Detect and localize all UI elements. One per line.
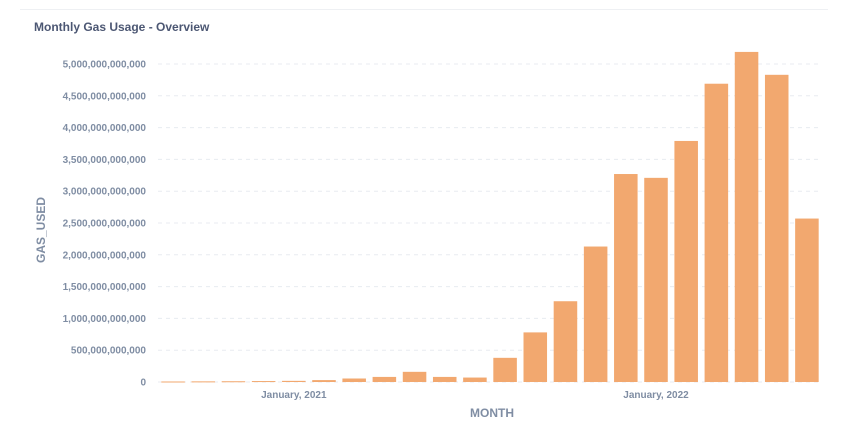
y-tick-label: 0: [140, 378, 146, 389]
bar-2021-12[interactable]: [614, 174, 638, 382]
y-tick-label: 1,000,000,000,000: [63, 314, 147, 325]
y-tick-label: 1,500,000,000,000: [63, 282, 147, 293]
bars: [161, 51, 819, 383]
y-tick-label: 4,500,000,000,000: [63, 91, 147, 102]
y-tick-label: 5,000,000,000,000: [63, 60, 147, 71]
y-axis-ticks: 0 500,000,000,000 1,000,000,000,000 1,500,0…: [63, 60, 147, 389]
bar-2021-02[interactable]: [312, 380, 336, 382]
bar-2022-02[interactable]: [674, 140, 698, 382]
x-axis-ticks: January, 2021 January, 2022: [261, 390, 689, 401]
x-axis-title: MONTH: [470, 406, 514, 420]
bar-2021-05[interactable]: [402, 371, 427, 382]
y-tick-label: 500,000,000,000: [71, 346, 147, 357]
y-tick-label: 2,500,000,000,000: [63, 219, 147, 230]
y-axis-title: GAS_USED: [34, 197, 48, 263]
bar-2021-04[interactable]: [372, 376, 397, 382]
bar-2021-01[interactable]: [282, 380, 306, 382]
bar-2021-07[interactable]: [463, 377, 487, 382]
y-tick-label: 2,000,000,000,000: [63, 250, 147, 261]
bar-2020-10[interactable]: [191, 381, 216, 383]
bar-2022-06[interactable]: [795, 218, 819, 382]
card-top-divider: [20, 9, 828, 10]
y-tick-label: 3,000,000,000,000: [63, 187, 147, 198]
x-tick-label: January, 2022: [623, 390, 689, 401]
bar-2021-09[interactable]: [523, 332, 548, 382]
bar-2022-01[interactable]: [644, 177, 668, 382]
x-tick-label: January, 2021: [261, 390, 327, 401]
card-title[interactable]: Monthly Gas Usage - Overview: [34, 20, 210, 34]
bar-2020-11[interactable]: [221, 381, 246, 383]
bar-2022-05[interactable]: [764, 74, 789, 382]
bar-2021-11[interactable]: [583, 246, 608, 382]
bar-2020-09[interactable]: [161, 381, 185, 383]
bar-2021-06[interactable]: [432, 376, 457, 382]
bar-2022-04[interactable]: [734, 51, 759, 382]
bar-2021-03[interactable]: [342, 378, 366, 382]
bar-2020-12[interactable]: [251, 381, 276, 383]
bar-2021-08[interactable]: [493, 357, 517, 382]
y-tick-label: 3,500,000,000,000: [63, 155, 147, 166]
y-tick-label: 4,000,000,000,000: [63, 123, 147, 134]
bar-2022-03[interactable]: [704, 83, 729, 382]
bar-2021-10[interactable]: [553, 301, 578, 382]
